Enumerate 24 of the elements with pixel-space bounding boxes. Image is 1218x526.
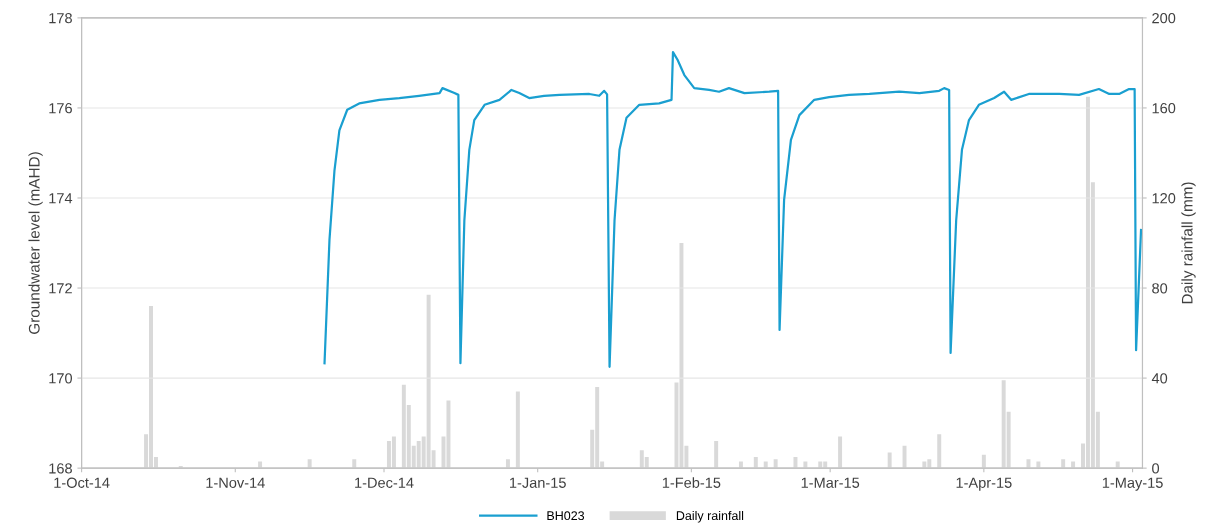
x-tick-label: 1-Jan-15: [510, 477, 566, 488]
y2-axis-title: Daily rainfall (mm): [1181, 182, 1196, 304]
y-axis-title: Groundwater level (mAHD): [28, 152, 43, 334]
y2-tick-label: 0: [1152, 463, 1160, 474]
y-tick-label: 178: [49, 12, 72, 24]
x-tick-label: 1-Oct-14: [54, 477, 110, 488]
y2-tick-label: 160: [1152, 103, 1176, 114]
legend-label: BH023: [547, 511, 585, 521]
x-tick-label: 1-Dec-14: [355, 477, 414, 488]
y2-tick-label: 120: [1152, 193, 1176, 204]
x-tick-label: 1-Nov-14: [206, 477, 265, 488]
y-tick-label: 176: [49, 103, 72, 114]
x-tick-label: 1-Feb-15: [662, 477, 721, 488]
x-tick-label: 1-Apr-15: [956, 477, 1012, 491]
y2-tick-label: 40: [1151, 373, 1168, 384]
y2-tick-label: 200: [1152, 12, 1176, 24]
x-tick-label: 1-May-15: [1102, 477, 1163, 491]
x-tick-label: 1-Mar-15: [801, 477, 860, 488]
y-tick-label: 172: [49, 283, 72, 294]
y-tick-label: 170: [49, 373, 73, 384]
y-tick-label: 174: [49, 193, 73, 204]
y2-tick-label: 80: [1152, 283, 1168, 294]
legend-label: Daily rainfall: [676, 510, 744, 523]
y-tick-label: 168: [49, 463, 72, 474]
